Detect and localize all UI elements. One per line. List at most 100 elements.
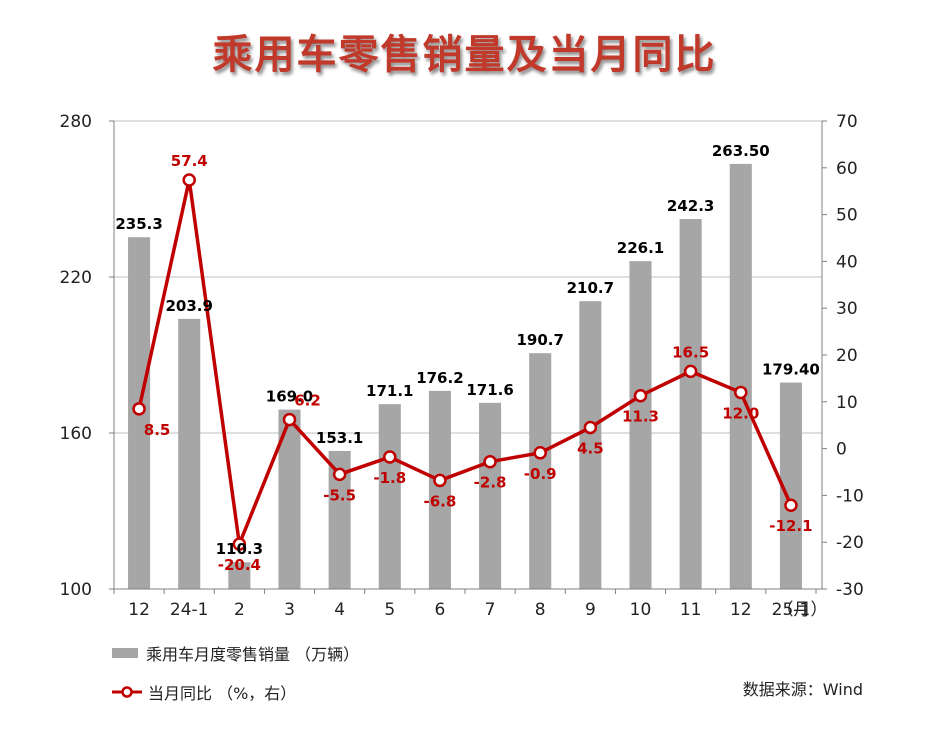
- y-tick-label-right: 0: [836, 440, 847, 460]
- legend-item-bars: 乘用车月度零售销量 （万辆）: [112, 640, 359, 666]
- y-tick-label-left: 280: [60, 112, 92, 132]
- bar: [278, 409, 301, 589]
- yoy-value-label: 12.0: [722, 404, 759, 422]
- bar-value-label: 110.3: [216, 540, 263, 558]
- bar-value-label: 263.50: [712, 142, 770, 160]
- x-tick-label: 8: [535, 600, 546, 620]
- legend-bar-label: 乘用车月度零售销量 （万辆）: [146, 645, 360, 664]
- chart-title: 乘用车零售销量及当月同比: [212, 31, 717, 78]
- bar-series: [128, 163, 802, 589]
- bar-value-label: 171.1: [366, 382, 413, 400]
- yoy-value-label: 6.2: [294, 392, 321, 410]
- bar-value-label: 176.2: [416, 369, 463, 387]
- bar: [729, 163, 752, 589]
- bar: [378, 404, 401, 589]
- yoy-value-label: -1.8: [373, 469, 406, 487]
- bar-value-label: 171.6: [466, 381, 513, 399]
- y-tick-label-right: 20: [836, 346, 858, 366]
- bar-value-label: 179.40: [762, 361, 820, 379]
- y-tick-label-left: 100: [60, 580, 92, 600]
- y-tick-label-right: -10: [836, 486, 864, 506]
- x-tick-label: 12: [128, 600, 150, 620]
- yoy-point: [282, 412, 297, 427]
- y-tick-label-right: 70: [836, 112, 858, 132]
- bar: [579, 301, 602, 589]
- yoy-value-label: 16.5: [672, 343, 709, 361]
- bar-value-label: 242.3: [667, 197, 714, 215]
- yoy-value-label: -12.1: [769, 517, 812, 535]
- y-tick-label-right: -20: [836, 533, 864, 553]
- y-tick-label-right: 50: [836, 206, 858, 226]
- x-tick-label: 5: [384, 600, 395, 620]
- x-tick-label: 10: [630, 600, 652, 620]
- bar: [779, 382, 802, 589]
- yoy-value-label: 4.5: [577, 440, 604, 458]
- bar-value-label: 169.0: [266, 388, 313, 406]
- bar: [529, 353, 552, 589]
- x-tick-label: 3: [284, 600, 295, 620]
- y-tick-label-right: 40: [836, 252, 858, 272]
- x-tick-label: 25-1: [772, 600, 811, 620]
- y-tick-label-left: 160: [60, 424, 92, 444]
- yoy-value-label: 11.3: [622, 408, 659, 426]
- legend-bar-swatch: [112, 648, 138, 658]
- bar: [428, 390, 451, 589]
- yoy-point: [332, 467, 347, 482]
- yoy-point: [232, 537, 247, 551]
- yoy-point: [383, 450, 397, 464]
- bar: [178, 318, 201, 589]
- yoy-point: [633, 388, 648, 403]
- bar-value-label: 226.1: [617, 239, 664, 257]
- bar: [228, 562, 251, 589]
- yoy-point: [433, 473, 447, 488]
- yoy-value-label: -0.9: [524, 465, 557, 483]
- data-labels: 235.3 203.9 110.3 169.0 153.1 171.1176.2171.6…: [115, 142, 820, 574]
- bar: [629, 261, 652, 589]
- x-tick-label: 9: [585, 600, 596, 620]
- line-series: [132, 173, 798, 551]
- x-axis-unit: （月）: [777, 600, 828, 620]
- yoy-point: [683, 364, 698, 379]
- bar: [479, 402, 502, 589]
- legend-item-line: 当月同比 （%，右）: [112, 679, 296, 705]
- grid-lines: [114, 120, 822, 434]
- yoy-value-label: 57.4: [171, 152, 208, 170]
- bar-value-label: 153.1: [316, 429, 363, 447]
- bar: [679, 219, 702, 589]
- y-tick-label-left: 220: [60, 268, 92, 288]
- yoy-point: [483, 454, 497, 469]
- yoy-value-label: -20.4: [218, 556, 261, 574]
- bar-value-label: 235.3: [115, 215, 162, 233]
- yoy-point: [784, 498, 798, 512]
- yoy-value-label: -5.5: [323, 486, 356, 504]
- yoy-point: [132, 402, 146, 416]
- x-tick-label: 11: [680, 600, 702, 620]
- source-note: 数据来源：Wind: [742, 680, 863, 699]
- x-tick-label: 7: [485, 600, 496, 620]
- yoy-value-label: -6.8: [424, 492, 457, 510]
- x-tick-label: 24-1: [170, 600, 209, 620]
- y-tick-label-right: 30: [836, 299, 858, 319]
- yoy-value-label: -2.8: [474, 474, 507, 492]
- y-tick-label-right: -30: [836, 580, 864, 600]
- legend-line-swatch: [112, 686, 142, 698]
- yoy-value-label: 8.5: [144, 421, 171, 439]
- x-tick-label: 6: [435, 600, 446, 620]
- yoy-point: [533, 446, 547, 460]
- yoy-point: [734, 385, 748, 400]
- bar-value-label: 203.9: [165, 297, 212, 315]
- legend-line-label: 当月同比 （%，右）: [148, 684, 297, 703]
- y-tick-label-right: 10: [836, 393, 858, 413]
- bar: [328, 450, 351, 589]
- yoy-line: [137, 178, 793, 546]
- yoy-point: [583, 420, 598, 435]
- yoy-point: [182, 173, 196, 187]
- x-tick-label: 12: [730, 600, 752, 620]
- y-tick-label-right: 60: [836, 159, 858, 179]
- x-tick-label: 4: [334, 600, 345, 620]
- bar-value-label: 210.7: [567, 279, 614, 297]
- x-tick-label: 2: [234, 600, 245, 620]
- bar-value-label: 190.7: [516, 331, 563, 349]
